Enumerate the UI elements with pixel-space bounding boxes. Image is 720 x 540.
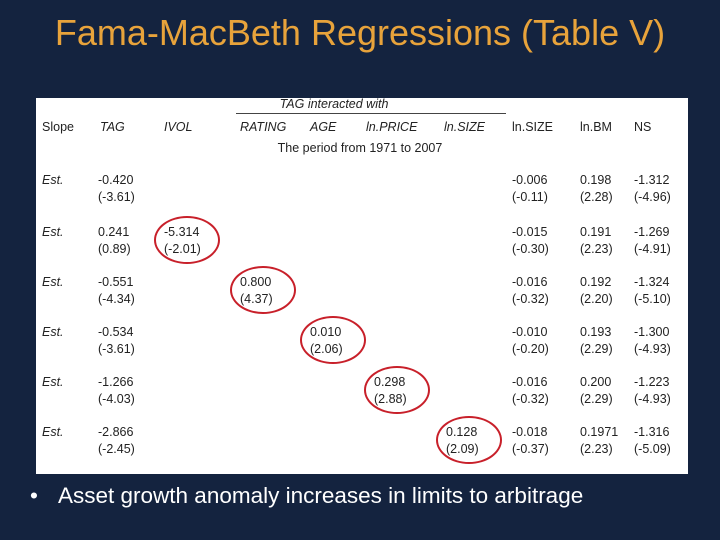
lnsize-cell-tstat: (-0.20)	[512, 342, 549, 356]
ns-cell-tstat: (-5.09)	[634, 442, 671, 456]
row-label: Est.	[42, 275, 64, 289]
lnsize-cell-tstat: (-0.32)	[512, 392, 549, 406]
tag-cell-estimate: -0.551	[98, 275, 134, 289]
lnsize-cell-tstat: (-0.32)	[512, 292, 549, 306]
lnsize-cell-estimate: -0.018	[512, 425, 548, 439]
ns-cell-estimate: -1.269	[634, 225, 670, 239]
tag-cell-estimate: -2.866	[98, 425, 134, 439]
lnbm-cell-tstat: (2.20)	[580, 292, 613, 306]
col-header-lnsize-interaction: ln.SIZE	[444, 120, 485, 134]
lnsize-cell-estimate: -0.016	[512, 375, 548, 389]
ns-cell-tstat: (-4.93)	[634, 392, 671, 406]
ns-cell-tstat: (-4.91)	[634, 242, 671, 256]
col-header-slope: Slope	[42, 120, 74, 134]
ns-cell-estimate: -1.316	[634, 425, 670, 439]
lnbm-cell-estimate: 0.191	[580, 225, 612, 239]
ns-cell-estimate: -1.324	[634, 275, 670, 289]
regression-table: TAG interacted with Slope TAG IVOL RATIN…	[36, 97, 688, 474]
highlight-oval	[154, 216, 220, 264]
lnsize-cell-tstat: (-0.30)	[512, 242, 549, 256]
bullet-symbol: •	[30, 483, 38, 508]
tag-cell-estimate: -1.266	[98, 375, 134, 389]
row-label: Est.	[42, 225, 64, 239]
tag-cell-tstat: (-3.61)	[98, 190, 135, 204]
lnbm-cell-estimate: 0.1971	[580, 425, 619, 439]
col-header-ivol: IVOL	[164, 120, 193, 134]
period-label: The period from 1971 to 2007	[277, 141, 443, 155]
bullet-point: • Asset growth anomaly increases in limi…	[30, 482, 710, 510]
ns-cell-tstat: (-4.96)	[634, 190, 671, 204]
group-header-rule	[236, 113, 506, 114]
tag-cell-tstat: (-4.34)	[98, 292, 135, 306]
lnbm-cell-estimate: 0.198	[580, 173, 612, 187]
highlight-oval	[230, 266, 296, 314]
tag-cell-tstat: (-3.61)	[98, 342, 135, 356]
ns-cell-tstat: (-5.10)	[634, 292, 671, 306]
lnsize-cell-estimate: -0.015	[512, 225, 548, 239]
slide-title: Fama-MacBeth Regressions (Table V)	[54, 12, 666, 53]
ns-cell-estimate: -1.223	[634, 375, 670, 389]
highlight-oval	[364, 366, 430, 414]
col-header-tag: TAG	[100, 120, 125, 134]
lnsize-cell-estimate: -0.010	[512, 325, 548, 339]
row-label: Est.	[42, 425, 64, 439]
lnbm-cell-tstat: (2.29)	[580, 392, 613, 406]
row-label: Est.	[42, 375, 64, 389]
lnsize-cell-estimate: -0.016	[512, 275, 548, 289]
tag-cell-estimate: 0.241	[98, 225, 130, 239]
ns-cell-tstat: (-4.93)	[634, 342, 671, 356]
col-header-lnsize: ln.SIZE	[512, 120, 553, 134]
highlight-oval	[300, 316, 366, 364]
col-header-lnprice: ln.PRICE	[366, 120, 418, 134]
tag-cell-estimate: -0.534	[98, 325, 134, 339]
lnsize-cell-tstat: (-0.11)	[512, 190, 548, 204]
lnbm-cell-tstat: (2.23)	[580, 242, 613, 256]
lnsize-cell-tstat: (-0.37)	[512, 442, 549, 456]
col-header-ns: NS	[634, 120, 652, 134]
col-header-lnbm: ln.BM	[580, 120, 612, 134]
col-header-rating: RATING	[240, 120, 287, 134]
row-label: Est.	[42, 325, 64, 339]
lnbm-cell-estimate: 0.192	[580, 275, 612, 289]
tag-cell-tstat: (0.89)	[98, 242, 131, 256]
tag-cell-tstat: (-2.45)	[98, 442, 135, 456]
tag-cell-estimate: -0.420	[98, 173, 134, 187]
lnsize-cell-estimate: -0.006	[512, 173, 548, 187]
tag-cell-tstat: (-4.03)	[98, 392, 135, 406]
lnbm-cell-tstat: (2.28)	[580, 190, 613, 204]
row-label: Est.	[42, 173, 64, 187]
col-header-age: AGE	[310, 120, 337, 134]
lnbm-cell-estimate: 0.193	[580, 325, 612, 339]
bullet-text: Asset growth anomaly increases in limits…	[58, 483, 584, 508]
ns-cell-estimate: -1.312	[634, 173, 670, 187]
lnbm-cell-tstat: (2.29)	[580, 342, 613, 356]
ns-cell-estimate: -1.300	[634, 325, 670, 339]
lnbm-cell-tstat: (2.23)	[580, 442, 613, 456]
group-header: TAG interacted with	[279, 97, 389, 111]
highlight-oval	[436, 416, 502, 464]
lnbm-cell-estimate: 0.200	[580, 375, 612, 389]
